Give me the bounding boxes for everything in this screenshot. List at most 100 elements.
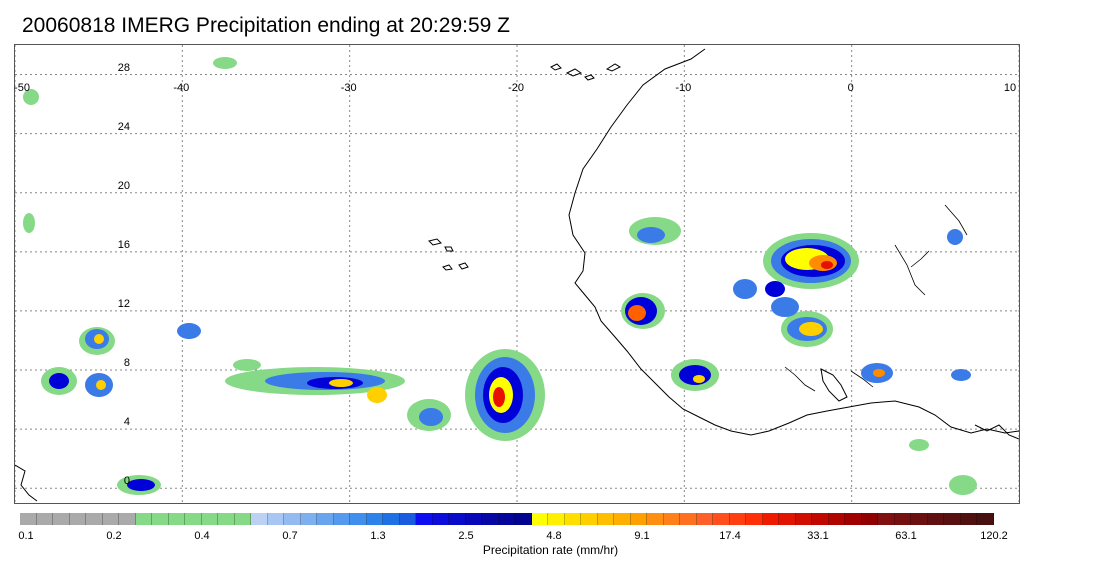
latitude-label: 20 [117,179,130,192]
color-scale-tick-label: 4.8 [546,530,562,542]
lat-lon-grid [15,45,1019,503]
color-scale-box [482,513,499,525]
longitude-label: 10 [1003,82,1017,94]
color-scale-box [135,513,153,525]
color-scale-box [36,513,53,525]
color-scale-tick-label: 33.1 [807,530,829,542]
color-scale-box [911,513,928,525]
color-scale-tick-label: 0.2 [106,530,122,542]
color-scale-box [119,513,136,525]
color-scale-box [729,513,747,525]
longitude-label: -20 [508,82,524,94]
color-scale-box [416,513,433,525]
color-scale-box [647,513,664,525]
longitude-label: -10 [675,82,692,94]
color-scale-tick-label: 0.4 [194,530,210,542]
color-scale-box [713,513,730,525]
color-scale-box [894,513,912,525]
lake-volta [820,368,848,402]
color-scale-box [861,513,879,525]
canary-islands [550,63,622,81]
color-scale-box [267,513,285,525]
color-scale-tick-label: 63.1 [895,530,917,542]
color-scale-tick-label: 120.2 [980,530,1008,542]
latitude-label: 8 [123,357,130,370]
color-scale-box [152,513,169,525]
color-scale-box [53,513,70,525]
color-scale-box [366,513,384,525]
color-scale-box [317,513,334,525]
longitude-label: 0 [847,82,854,94]
color-scale-box [597,513,615,525]
color-scale-box [399,513,417,525]
latitude-label: 12 [117,297,130,310]
color-scale-box [845,513,862,525]
color-scale-title: Precipitation rate (mm/hr) [482,543,619,557]
color-scale-box [779,513,796,525]
color-scale-tick-label: 2.5 [458,530,474,542]
map-title: 20060818 IMERG Precipitation ending at 2… [22,14,510,37]
latitude-label: 28 [117,61,130,74]
map-canvas [15,45,1019,503]
niger-delta [974,424,1019,440]
color-scale-box [251,513,268,525]
color-scale-box [168,513,186,525]
color-scale-box [498,513,516,525]
color-scale-box [185,513,202,525]
color-scale-box [762,513,780,525]
color-scale-box [663,513,681,525]
color-scale-tick-label: 0.7 [282,530,298,542]
color-scale-box [795,513,813,525]
color-scale-tick-label: 0.1 [18,530,34,542]
color-scale-box [614,513,631,525]
longitude-label: -30 [340,82,357,94]
south-america-coast [15,464,38,502]
color-scale-box [977,513,994,525]
color-scale-box [218,513,235,525]
color-scale-box [680,513,697,525]
latitude-label: 4 [123,416,130,429]
color-scale-box [86,513,103,525]
color-scale-box [960,513,978,525]
color-scale-box [927,513,945,525]
coastline [15,48,1019,502]
color-scale-box [548,513,565,525]
west-africa-coastline [568,48,1019,436]
river-network [784,204,968,392]
color-scale-box [828,513,846,525]
color-scale-box [812,513,829,525]
cape-verde-islands [428,238,469,271]
color-scale-box [350,513,367,525]
color-scale-box [300,513,318,525]
latitude-label: 24 [117,120,130,133]
rain-cells [23,57,977,495]
color-scale-box [20,513,37,525]
color-scale-box [333,513,351,525]
color-scale-tick-label: 1.3 [370,530,386,542]
color-scale-box [449,513,466,525]
color-scale-box [564,513,582,525]
color-scale-box [878,513,895,525]
color-scale-bar [20,513,994,525]
color-scale-box [234,513,252,525]
latitude-label: 16 [117,238,130,251]
color-scale-box [102,513,120,525]
color-scale-box [465,513,483,525]
color-scale-box [746,513,763,525]
color-scale-box [581,513,598,525]
color-scale-box [284,513,301,525]
color-scale-tick-label: 17.4 [719,530,741,542]
color-scale-tick-label: 9.1 [634,530,650,542]
color-scale-box [515,513,532,525]
color-scale-box [201,513,219,525]
color-scale-box [69,513,87,525]
color-scale-box [432,513,450,525]
latitude-label: 0 [123,475,130,488]
color-scale-box [383,513,400,525]
longitude-label: -50 [14,82,30,94]
color-scale-box [630,513,648,525]
longitude-label: -40 [173,82,190,94]
color-scale-box [696,513,714,525]
precipitation-map[interactable] [14,44,1020,504]
color-scale-box [944,513,961,525]
